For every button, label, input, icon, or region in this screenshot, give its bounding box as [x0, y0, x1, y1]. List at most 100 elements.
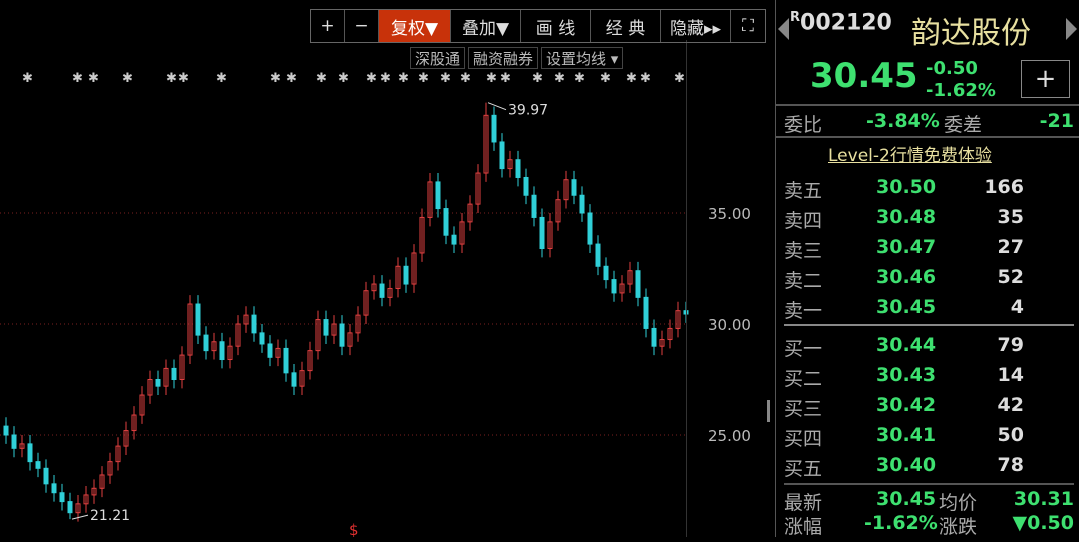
order-ratio: -3.84%	[866, 110, 940, 132]
draw-line-button[interactable]: 画 线	[521, 10, 591, 42]
candle	[67, 501, 73, 514]
bids-row: 买一 30.44 79	[784, 334, 1024, 360]
candle	[219, 341, 225, 361]
candle	[563, 179, 569, 201]
candle	[243, 314, 249, 325]
low-label: 21.21	[90, 508, 130, 524]
candle	[107, 461, 113, 476]
candle	[451, 234, 457, 245]
candle	[619, 283, 625, 294]
axis-divider	[686, 40, 687, 537]
candle	[483, 114, 489, 174]
bids-row: 买四 30.41 50	[784, 424, 1024, 450]
candle	[235, 323, 241, 347]
info-mine-icon: ✱	[270, 71, 281, 86]
bids-row: 买二 30.43 14	[784, 364, 1024, 390]
candle	[283, 347, 289, 374]
overlay-button[interactable]: 叠加▼	[451, 10, 521, 42]
level2-link[interactable]: Level-2行情免费体验	[828, 146, 992, 166]
fullscreen-icon[interactable]: ⛶	[742, 16, 754, 36]
candle	[227, 345, 233, 361]
zoom-out-button[interactable]: −	[345, 10, 379, 42]
chart-toolbar: + − 复权▼ 叠加▼ 画 线 经 典 隐藏▸▸ ⛶	[310, 9, 766, 43]
info-mine-icon: ✱	[316, 71, 327, 86]
candle	[603, 265, 609, 281]
hide-button[interactable]: 隐藏▸▸	[661, 10, 731, 42]
bids-row: 买五 30.40 78	[784, 454, 1024, 480]
zoom-in-button[interactable]: +	[311, 10, 345, 42]
candle	[395, 265, 401, 289]
margin-button[interactable]: 融资融券	[468, 47, 539, 69]
info-mine-icon: ✱	[216, 71, 227, 86]
candle	[403, 265, 409, 285]
info-mine-icon: ✱	[22, 71, 33, 86]
candle	[299, 370, 305, 387]
high-pointer	[487, 102, 507, 111]
candle	[579, 194, 585, 214]
candle	[387, 287, 393, 298]
low-pointer	[71, 514, 89, 520]
candle	[147, 379, 153, 396]
candle	[307, 350, 313, 372]
info-mine-icon: ✱	[440, 71, 451, 86]
prev-stock-icon[interactable]	[778, 18, 789, 40]
info-mine-icon: ✱	[600, 71, 611, 86]
candle	[587, 212, 593, 245]
candle	[571, 179, 577, 196]
splitter-handle[interactable]	[767, 400, 770, 422]
asks-row: 卖四 30.48 35	[784, 206, 1024, 232]
ma-settings-dropdown[interactable]: 设置均线 ▾	[541, 47, 624, 69]
candle	[3, 425, 9, 436]
info-mine-icon: ✱	[286, 71, 297, 86]
event-marker: $	[349, 521, 359, 537]
info-mine-icon: ✱	[486, 71, 497, 86]
next-stock-icon[interactable]	[1066, 18, 1077, 40]
classic-button[interactable]: 经 典	[591, 10, 661, 42]
candle	[19, 443, 25, 449]
candle	[355, 314, 361, 334]
candle	[91, 487, 97, 496]
change-value: ▼0.50	[1012, 512, 1075, 534]
candle	[43, 467, 49, 485]
last-price: 30.45	[876, 488, 937, 510]
tick-label: 25.00	[708, 427, 751, 445]
asks-row: 卖三 30.47 27	[784, 236, 1024, 262]
avg-price: 30.31	[1013, 488, 1074, 510]
candle	[35, 461, 41, 469]
candle	[667, 327, 673, 341]
current-price: 30.45	[810, 56, 918, 96]
asks-row: 卖一 30.45 4	[784, 296, 1024, 322]
order-diff: -21	[1039, 110, 1074, 132]
candle	[347, 332, 353, 347]
candle	[499, 141, 505, 170]
candle	[259, 332, 265, 345]
candle	[627, 270, 633, 285]
candle	[291, 372, 297, 387]
info-mine-icon: ✱	[418, 71, 429, 86]
info-mine-icon: ✱	[380, 71, 391, 86]
info-mine-icon: ✱	[626, 71, 637, 86]
info-mine-icon: ✱	[398, 71, 409, 86]
info-mine-icon: ✱	[166, 71, 177, 86]
candle	[427, 181, 433, 218]
info-mine-icon: ✱	[178, 71, 189, 86]
add-watchlist-button[interactable]: +	[1021, 60, 1070, 98]
connect-button[interactable]: 深股通	[410, 47, 466, 69]
candle	[515, 159, 521, 178]
candle	[411, 252, 417, 285]
candle	[211, 341, 217, 352]
candle	[547, 221, 553, 250]
asks-row: 卖二 30.46 52	[784, 266, 1024, 292]
candle	[203, 334, 209, 352]
candle	[363, 290, 369, 316]
restore-rights-button[interactable]: 复权▼	[379, 10, 451, 42]
candle	[379, 283, 385, 298]
candle	[59, 492, 65, 503]
tick-label: 35.00	[708, 205, 751, 223]
candle	[555, 199, 561, 223]
candle	[11, 434, 17, 449]
candle	[643, 296, 649, 329]
candle	[187, 303, 193, 356]
candle	[675, 310, 681, 329]
